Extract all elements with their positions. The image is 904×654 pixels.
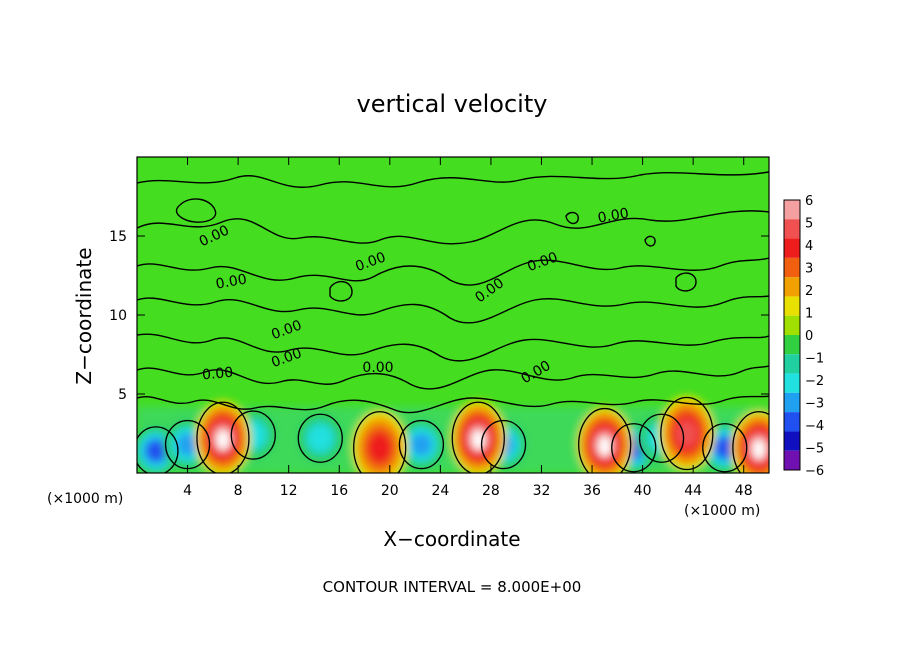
velocity-cells <box>137 395 769 473</box>
x-tick-label: 36 <box>583 483 601 499</box>
updraft-cell <box>730 409 769 473</box>
cell-outline <box>297 413 343 463</box>
colorbar-label: 5 <box>805 217 813 232</box>
cell-outline <box>732 411 769 473</box>
x-unit-label-left: (×1000 m) <box>47 491 123 507</box>
contour-line <box>137 365 769 390</box>
x-axis-title: X−coordinate <box>383 527 520 551</box>
colorbar-label: −6 <box>805 464 824 479</box>
contour-line <box>175 198 217 223</box>
colorbar-swatch <box>784 450 800 470</box>
colorbar: 6 5 4 3 2 1 0 −1 −2 −3 −4 −5 −6 <box>783 194 824 479</box>
chart-title: vertical velocity <box>357 90 548 118</box>
contour-lines <box>137 171 769 414</box>
y-axis: 5 10 15 <box>109 229 769 403</box>
contour-line <box>644 235 656 247</box>
contour-line <box>137 210 769 245</box>
colorbar-label: −2 <box>805 374 824 389</box>
contour-line <box>137 395 769 414</box>
colorbar-label: 4 <box>805 239 813 254</box>
colorbar-swatch <box>784 277 800 297</box>
colorbar-label: 0 <box>805 329 813 344</box>
cell-outline <box>137 426 179 473</box>
colorbar-label: −3 <box>805 397 824 412</box>
colorbar-label: 2 <box>805 284 813 299</box>
colorbar-label: −5 <box>805 442 824 457</box>
colorbar-frame <box>783 199 801 471</box>
x-tick-label: 16 <box>330 483 348 499</box>
cell-outline <box>480 419 527 470</box>
colorbar-swatch <box>784 392 800 413</box>
x-tick-label: 8 <box>234 483 243 499</box>
cell-outline <box>451 401 505 473</box>
colorbar-swatch <box>784 412 800 432</box>
colorbar-swatch <box>784 257 800 278</box>
x-tick-label: 32 <box>533 483 551 499</box>
cell-outline <box>353 411 407 473</box>
downdraft-cell <box>397 418 446 471</box>
y-axis-title: Z−coordinate <box>72 247 96 384</box>
contour-line <box>137 171 769 188</box>
cell-outline <box>398 419 445 470</box>
x-tick-label: 44 <box>684 483 702 499</box>
colorbar-swatch <box>784 354 800 374</box>
colorbar-swatch <box>784 296 800 316</box>
colorbar-label: 1 <box>805 307 813 322</box>
contour-line <box>137 257 769 286</box>
downdraft-cell <box>296 412 345 465</box>
contour-line <box>137 333 769 362</box>
x-tick-label: 24 <box>431 483 449 499</box>
colorbar-label: 3 <box>805 262 813 277</box>
cell-outline <box>230 410 276 460</box>
contour-value-label: 0.00 <box>201 365 233 384</box>
contour-value-label: 0.00 <box>597 205 630 226</box>
colorbar-swatch <box>784 335 800 355</box>
y-tick-label: 5 <box>118 387 127 403</box>
colorbar-label: −4 <box>805 419 824 434</box>
y-tick-label: 15 <box>109 229 127 245</box>
y-tick-label: 10 <box>109 308 127 324</box>
x-axis: 4 8 12 16 20 24 28 32 36 40 44 48 <box>183 157 753 499</box>
x-tick-label: 40 <box>634 483 652 499</box>
contour-line <box>329 281 353 302</box>
plot-area: 0.000.000.000.000.00 0.000.00 0.000.000.00… <box>137 157 769 473</box>
colorbar-swatch <box>784 200 800 220</box>
cell-outline <box>660 396 714 471</box>
cell-outline <box>196 401 250 473</box>
colorbar-swatch <box>784 431 800 451</box>
colorbar-swatch <box>784 238 800 258</box>
colorbar-label: −1 <box>805 352 824 367</box>
cell-outline <box>638 413 685 463</box>
x-tick-label: 28 <box>482 483 500 499</box>
colorbar-swatch <box>784 373 800 393</box>
x-tick-label: 12 <box>280 483 298 499</box>
updraft-cell <box>194 400 251 473</box>
contour-line <box>137 295 769 324</box>
updraft-cell <box>351 409 408 473</box>
contour-value-label: 0.00 <box>362 360 393 376</box>
x-tick-label: 20 <box>381 483 399 499</box>
contour-line <box>565 211 579 225</box>
cell-outline <box>702 423 748 473</box>
contour-interval-label: CONTOUR INTERVAL = 8.000E+00 <box>323 578 582 596</box>
colorbar-label: 6 <box>805 194 813 209</box>
contour-line <box>675 272 697 292</box>
colorbar-swatch <box>784 315 800 335</box>
updraft-cell <box>450 400 507 473</box>
x-tick-label: 4 <box>183 483 192 499</box>
cell-outline <box>578 407 632 473</box>
x-tick-label: 48 <box>735 483 753 499</box>
x-unit-label-right: (×1000 m) <box>684 503 760 519</box>
colorbar-swatch <box>784 219 800 239</box>
cell-contours <box>137 396 769 473</box>
cell-outline <box>611 423 657 473</box>
contour-value-label: 0.00 <box>215 271 248 292</box>
updraft-cell <box>576 406 633 473</box>
